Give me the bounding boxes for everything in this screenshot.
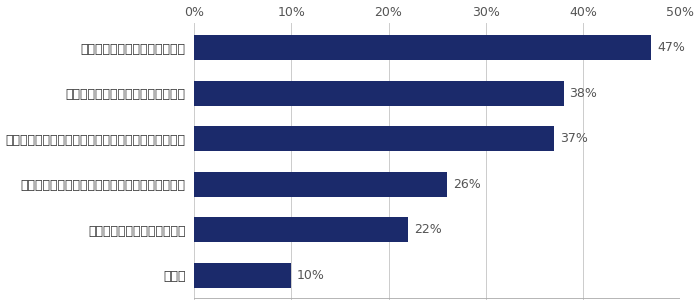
Text: 38%: 38% <box>570 87 597 100</box>
Bar <box>194 35 651 60</box>
Bar <box>194 126 554 151</box>
Text: 22%: 22% <box>414 223 442 236</box>
Text: 26%: 26% <box>453 178 480 191</box>
Text: 37%: 37% <box>560 132 588 145</box>
Text: 47%: 47% <box>657 41 685 54</box>
Bar <box>194 263 291 288</box>
Bar <box>194 217 408 242</box>
Bar <box>194 81 564 106</box>
Bar <box>194 172 447 197</box>
Text: 10%: 10% <box>297 269 325 282</box>
